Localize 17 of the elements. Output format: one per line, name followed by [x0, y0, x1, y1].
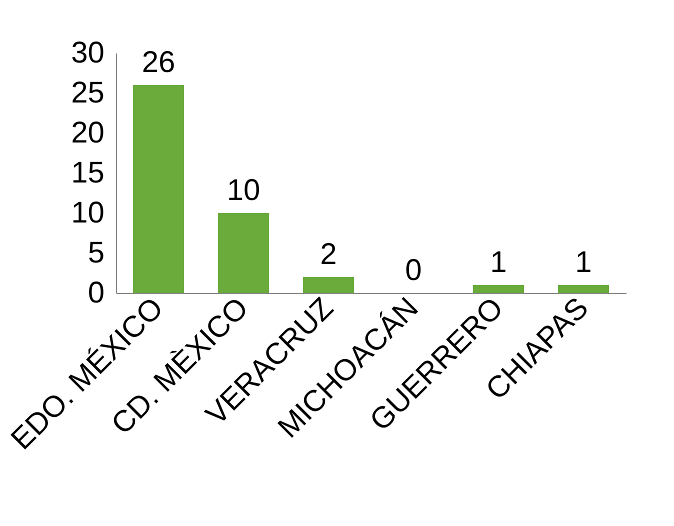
y-tick-label: 20: [71, 116, 104, 150]
bar: [558, 285, 609, 293]
bar: [218, 213, 269, 293]
y-tick-label: 10: [71, 196, 104, 230]
data-label: 0: [405, 254, 422, 287]
y-tick-label: 5: [88, 236, 104, 270]
data-label: 26: [142, 46, 176, 79]
bar: [473, 285, 524, 293]
data-label: 1: [490, 246, 507, 279]
y-tick-label: 25: [71, 76, 104, 110]
data-label: 1: [575, 246, 592, 279]
y-tick-label: 15: [71, 156, 104, 190]
data-label: 2: [320, 238, 337, 271]
y-tick-label: 30: [71, 36, 104, 70]
bar: [133, 85, 184, 293]
bar: [303, 277, 354, 293]
data-label: 10: [226, 174, 260, 207]
